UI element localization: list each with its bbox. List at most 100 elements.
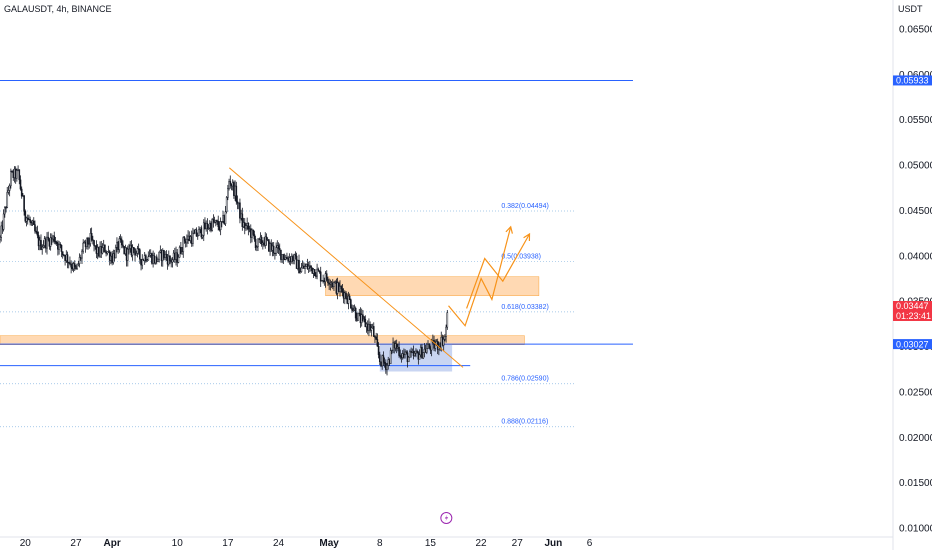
candle-body[interactable] bbox=[235, 185, 238, 203]
candle-body[interactable] bbox=[333, 282, 335, 288]
candle-body[interactable] bbox=[35, 230, 37, 233]
candle-body[interactable] bbox=[284, 257, 287, 260]
candle-body[interactable] bbox=[265, 236, 268, 240]
candle-body[interactable] bbox=[198, 229, 200, 236]
candle-body[interactable] bbox=[117, 242, 119, 250]
candle-body[interactable] bbox=[430, 340, 433, 351]
candle-body[interactable] bbox=[329, 282, 332, 285]
candle-body[interactable] bbox=[336, 282, 339, 294]
candle-body[interactable] bbox=[101, 247, 104, 254]
candle-body[interactable] bbox=[441, 336, 444, 346]
candle-body[interactable] bbox=[292, 256, 294, 261]
candle-body[interactable] bbox=[242, 222, 245, 227]
candle-body[interactable] bbox=[84, 241, 87, 248]
candle-body[interactable] bbox=[212, 219, 215, 223]
candle-body[interactable] bbox=[114, 247, 117, 259]
candle-body[interactable] bbox=[259, 236, 262, 240]
candle-body[interactable] bbox=[53, 235, 56, 242]
candle-body[interactable] bbox=[170, 260, 173, 263]
candle-body[interactable] bbox=[303, 265, 305, 269]
candle-body[interactable] bbox=[30, 221, 33, 224]
candle-body[interactable] bbox=[346, 298, 349, 304]
candle-body[interactable] bbox=[313, 269, 316, 277]
candle-body[interactable] bbox=[116, 242, 118, 248]
candle-body[interactable] bbox=[216, 220, 218, 222]
candle-body[interactable] bbox=[378, 354, 381, 363]
candle-body[interactable] bbox=[262, 242, 264, 245]
candle-body[interactable] bbox=[96, 247, 99, 254]
candle-body[interactable] bbox=[65, 254, 68, 261]
candle-body[interactable] bbox=[122, 244, 124, 247]
candle-body[interactable] bbox=[139, 249, 141, 260]
lightning-icon[interactable] bbox=[440, 512, 453, 525]
candle-body[interactable] bbox=[94, 245, 97, 247]
candle-body[interactable] bbox=[86, 237, 88, 248]
candle-body[interactable] bbox=[200, 227, 203, 238]
candle-body[interactable] bbox=[321, 280, 323, 282]
candle-body[interactable] bbox=[0, 225, 3, 238]
candle-body[interactable] bbox=[427, 344, 429, 349]
candle-body[interactable] bbox=[331, 282, 334, 288]
candle-body[interactable] bbox=[154, 256, 157, 264]
drawings-layer[interactable] bbox=[228, 167, 531, 525]
candle-body[interactable] bbox=[151, 253, 153, 264]
candle-body[interactable] bbox=[64, 255, 66, 261]
candle-body[interactable] bbox=[311, 267, 314, 274]
candle-body[interactable] bbox=[14, 168, 17, 179]
candle-body[interactable] bbox=[34, 224, 36, 232]
candle-body[interactable] bbox=[401, 353, 404, 358]
candle-body[interactable] bbox=[386, 365, 388, 370]
candle-body[interactable] bbox=[72, 263, 75, 270]
candle-body[interactable] bbox=[88, 243, 91, 245]
candle-body[interactable] bbox=[186, 238, 188, 244]
zone-support[interactable] bbox=[0, 335, 525, 345]
candle-body[interactable] bbox=[341, 288, 344, 293]
candle-body[interactable] bbox=[63, 254, 65, 256]
candle-body[interactable] bbox=[124, 247, 127, 254]
candle-body[interactable] bbox=[165, 253, 168, 258]
candle-body[interactable] bbox=[5, 207, 7, 209]
candle-body[interactable] bbox=[78, 257, 81, 265]
candle-body[interactable] bbox=[287, 258, 289, 262]
candle-body[interactable] bbox=[222, 215, 224, 222]
candle-body[interactable] bbox=[61, 251, 64, 256]
candle-body[interactable] bbox=[249, 228, 252, 238]
candle-body[interactable] bbox=[253, 234, 256, 240]
candle-body[interactable] bbox=[317, 268, 320, 272]
candle-body[interactable] bbox=[158, 251, 160, 260]
candle-body[interactable] bbox=[31, 220, 34, 223]
candle-body[interactable] bbox=[171, 259, 174, 263]
candle-body[interactable] bbox=[184, 240, 187, 244]
candle-body[interactable] bbox=[218, 226, 221, 231]
candle-body[interactable] bbox=[405, 351, 408, 354]
candle-body[interactable] bbox=[140, 258, 142, 266]
candle-body[interactable] bbox=[236, 201, 239, 204]
candle-body[interactable] bbox=[407, 357, 410, 363]
candle-body[interactable] bbox=[112, 253, 115, 263]
candle-body[interactable] bbox=[359, 313, 362, 324]
candle-body[interactable] bbox=[422, 352, 424, 359]
candle-body[interactable] bbox=[41, 246, 43, 250]
candle-body[interactable] bbox=[315, 275, 317, 277]
candle-body[interactable] bbox=[318, 270, 321, 273]
candle-body[interactable] bbox=[4, 207, 6, 215]
candle-body[interactable] bbox=[442, 339, 445, 346]
candle-body[interactable] bbox=[17, 169, 19, 171]
descending-trendline[interactable] bbox=[228, 167, 464, 368]
candle-body[interactable] bbox=[312, 269, 315, 274]
candle-body[interactable] bbox=[169, 255, 171, 261]
candle-body[interactable] bbox=[180, 246, 182, 254]
candle-body[interactable] bbox=[248, 228, 251, 230]
candle-body[interactable] bbox=[375, 336, 377, 340]
candle-body[interactable] bbox=[413, 353, 416, 356]
candle-body[interactable] bbox=[73, 263, 76, 267]
candle-body[interactable] bbox=[148, 255, 151, 258]
candle-body[interactable] bbox=[393, 342, 396, 349]
candle-body[interactable] bbox=[66, 254, 69, 263]
candle-body[interactable] bbox=[382, 355, 385, 363]
candle-body[interactable] bbox=[7, 190, 10, 193]
candle-body[interactable] bbox=[363, 316, 365, 320]
candle-body[interactable] bbox=[108, 251, 111, 261]
candle-body[interactable] bbox=[324, 273, 327, 282]
candle-body[interactable] bbox=[424, 348, 427, 353]
